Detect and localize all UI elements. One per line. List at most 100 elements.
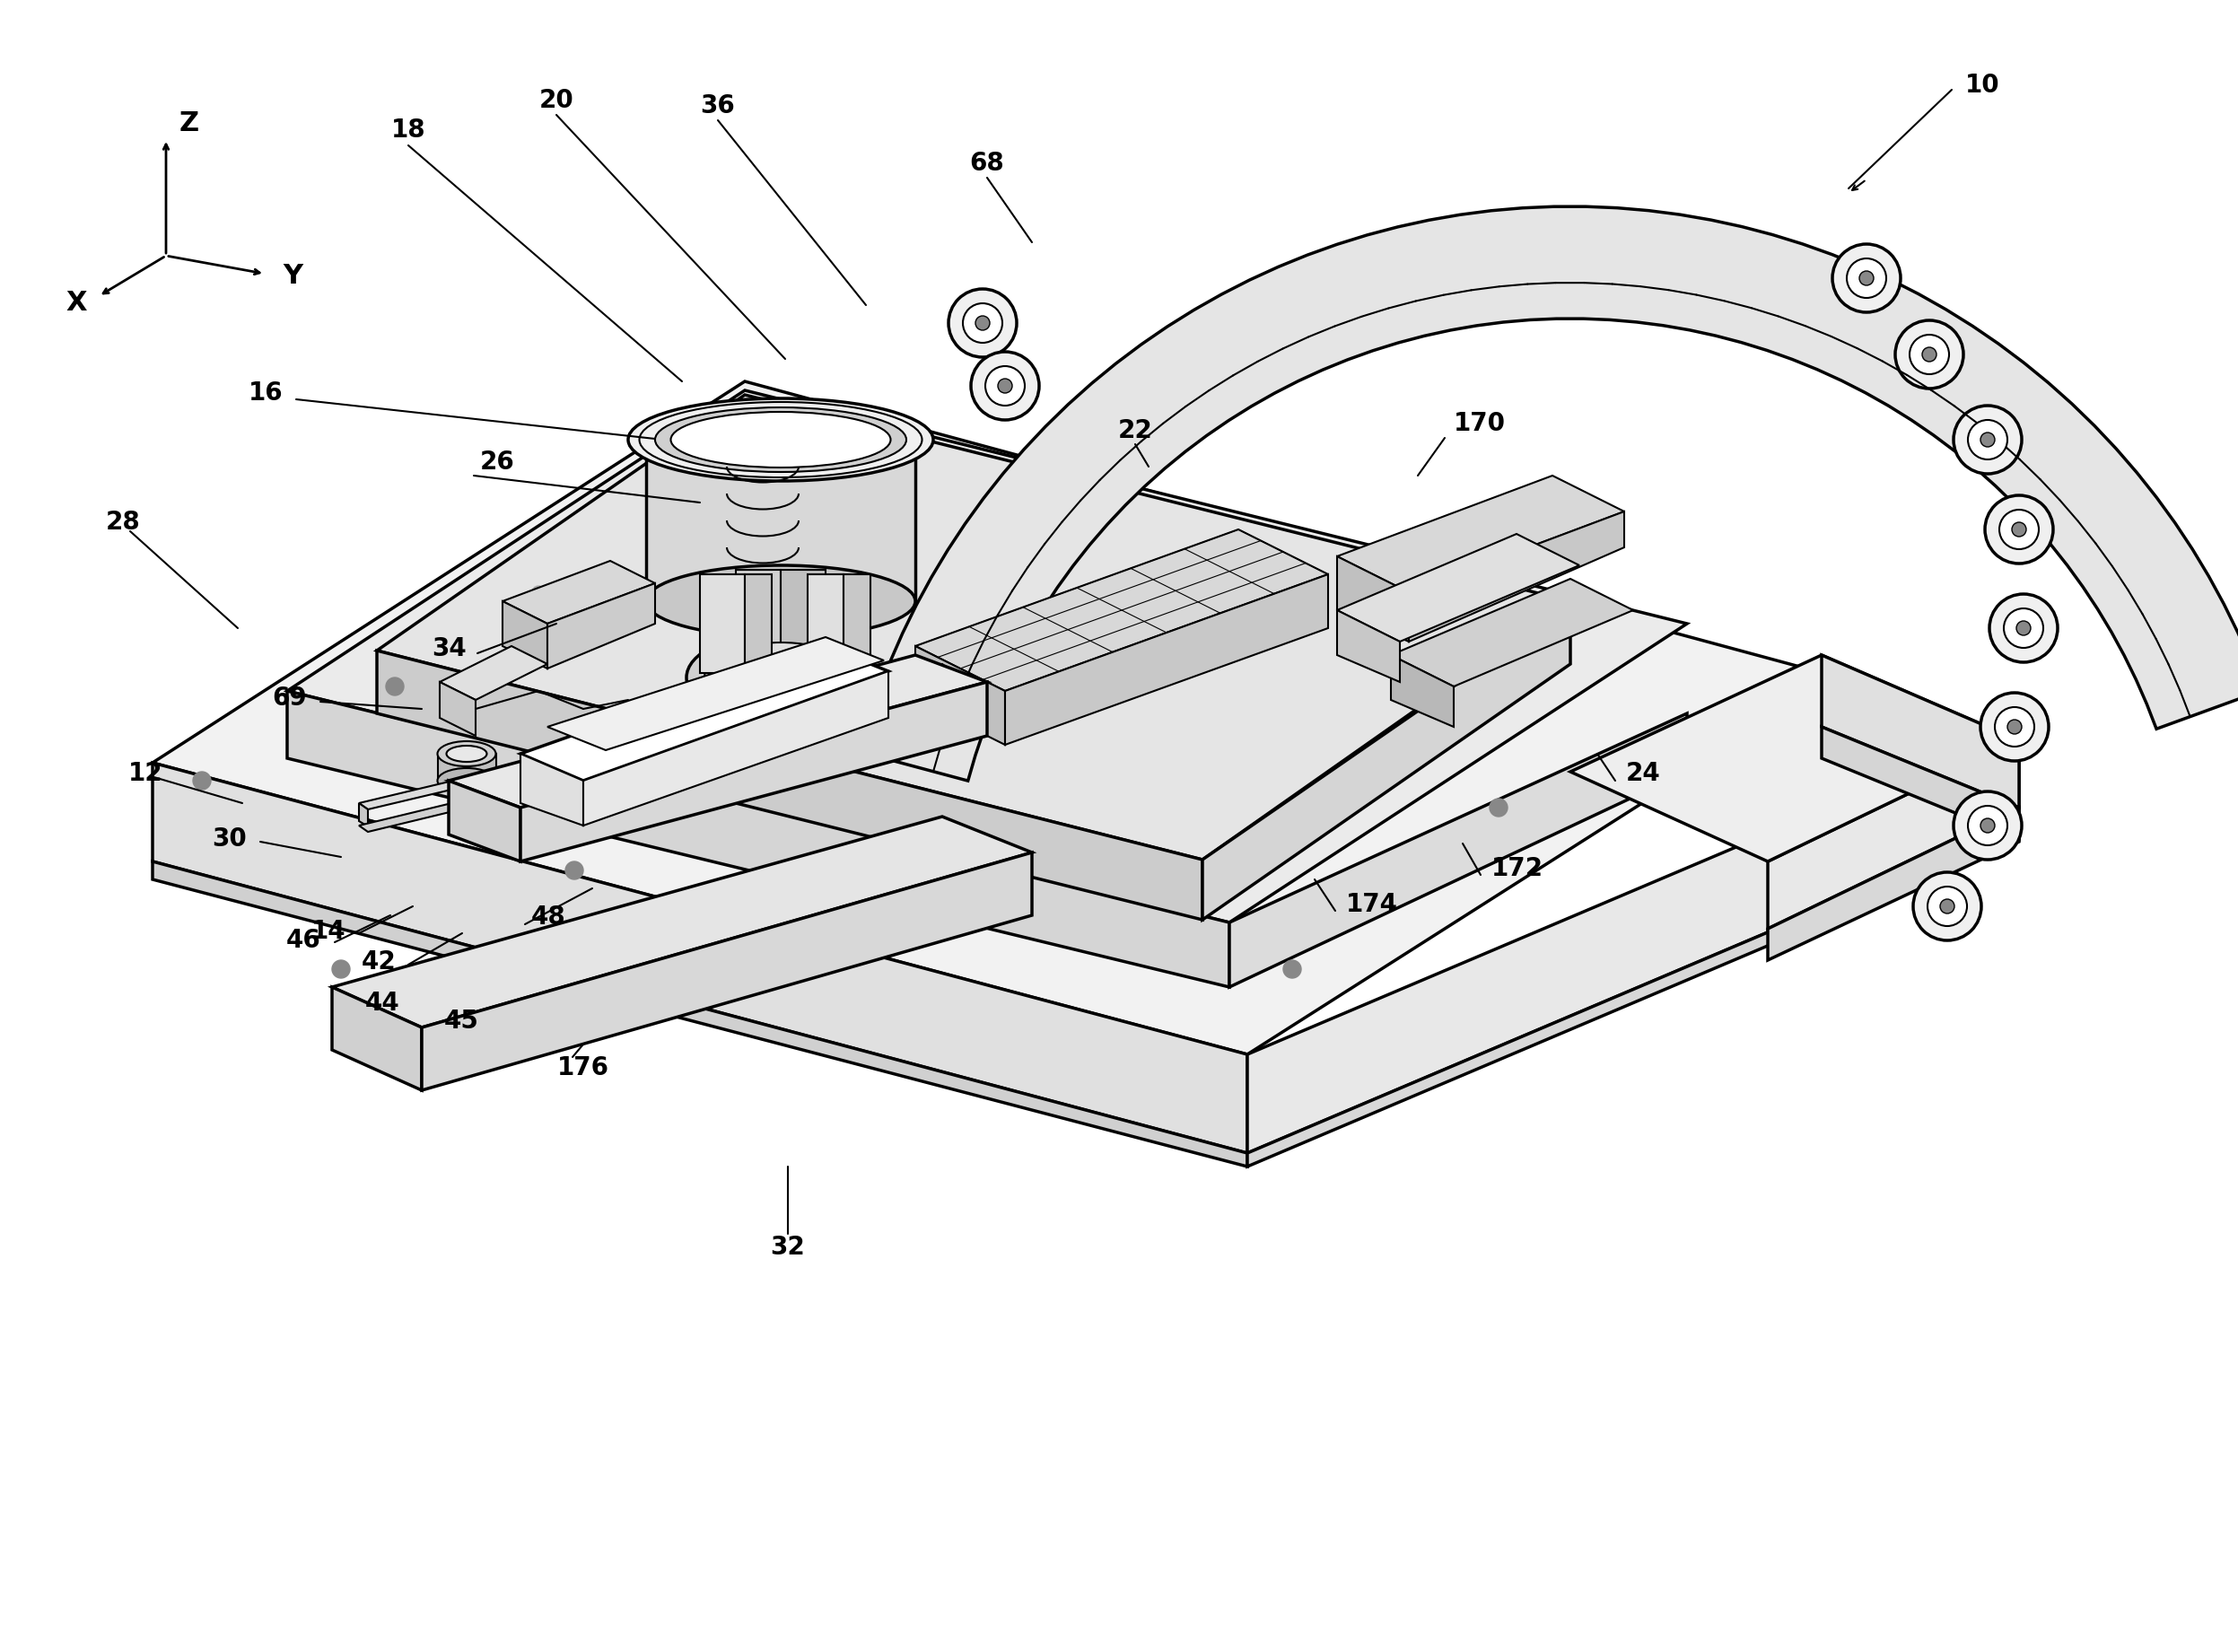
Ellipse shape <box>436 742 497 767</box>
Polygon shape <box>448 656 987 808</box>
Text: 16: 16 <box>248 380 282 406</box>
Polygon shape <box>421 852 1032 1090</box>
Circle shape <box>1860 271 1873 286</box>
Polygon shape <box>504 560 656 624</box>
Text: 46: 46 <box>286 928 322 953</box>
Circle shape <box>1967 420 2007 459</box>
Text: 28: 28 <box>105 510 141 535</box>
Ellipse shape <box>445 745 488 762</box>
Polygon shape <box>152 861 1247 1166</box>
Polygon shape <box>548 638 884 750</box>
Polygon shape <box>358 803 367 826</box>
Polygon shape <box>358 664 951 809</box>
Circle shape <box>1846 258 1887 297</box>
Circle shape <box>192 771 210 790</box>
Polygon shape <box>448 781 521 861</box>
Polygon shape <box>521 682 987 861</box>
Circle shape <box>694 514 707 527</box>
Circle shape <box>962 304 1003 342</box>
Circle shape <box>1491 798 1508 816</box>
Circle shape <box>1050 659 1068 677</box>
Text: Y: Y <box>282 263 302 289</box>
Polygon shape <box>1768 808 2019 960</box>
Circle shape <box>949 289 1016 357</box>
Text: 24: 24 <box>1627 762 1661 786</box>
Text: 172: 172 <box>1491 856 1544 881</box>
Circle shape <box>2003 608 2043 648</box>
Circle shape <box>1922 347 1936 362</box>
Circle shape <box>976 316 989 330</box>
Polygon shape <box>915 529 1327 691</box>
Polygon shape <box>1410 512 1625 641</box>
Polygon shape <box>1336 557 1410 641</box>
Ellipse shape <box>671 411 891 468</box>
Circle shape <box>1994 707 2034 747</box>
Circle shape <box>1954 406 2021 474</box>
Circle shape <box>855 443 868 454</box>
Text: X: X <box>65 289 87 316</box>
Polygon shape <box>439 753 497 781</box>
Text: Z: Z <box>179 111 199 135</box>
Polygon shape <box>504 601 548 669</box>
Text: 30: 30 <box>213 826 246 851</box>
Text: 174: 174 <box>1345 892 1399 917</box>
Polygon shape <box>647 439 915 601</box>
Ellipse shape <box>705 643 857 712</box>
Text: 12: 12 <box>128 762 163 786</box>
Polygon shape <box>745 575 772 672</box>
Circle shape <box>1833 244 1900 312</box>
Text: 44: 44 <box>365 991 398 1016</box>
Polygon shape <box>1247 803 1840 1153</box>
Circle shape <box>1282 960 1300 978</box>
Circle shape <box>1985 496 2052 563</box>
Polygon shape <box>1768 740 2019 928</box>
Polygon shape <box>521 753 584 826</box>
Circle shape <box>533 586 544 598</box>
Text: 69: 69 <box>273 686 307 710</box>
Polygon shape <box>1247 902 1840 1166</box>
Polygon shape <box>286 691 1229 988</box>
Polygon shape <box>439 646 548 700</box>
Polygon shape <box>915 646 1005 745</box>
Text: 14: 14 <box>311 919 345 943</box>
Circle shape <box>1909 335 1949 375</box>
Text: 22: 22 <box>1117 418 1153 443</box>
Text: 42: 42 <box>360 950 396 975</box>
Ellipse shape <box>436 768 497 793</box>
Text: 48: 48 <box>530 905 566 930</box>
Polygon shape <box>1336 534 1580 641</box>
Polygon shape <box>1822 727 2019 839</box>
Ellipse shape <box>687 669 875 758</box>
Text: 36: 36 <box>700 93 736 119</box>
Circle shape <box>1981 692 2048 762</box>
Text: 45: 45 <box>443 1009 479 1034</box>
Polygon shape <box>1390 578 1634 687</box>
Polygon shape <box>331 816 1032 1028</box>
Polygon shape <box>1005 575 1327 745</box>
Polygon shape <box>687 677 875 714</box>
Circle shape <box>998 378 1012 393</box>
Polygon shape <box>754 709 808 735</box>
Circle shape <box>1913 872 1981 940</box>
Text: 34: 34 <box>432 636 468 661</box>
Circle shape <box>1927 887 1967 927</box>
Polygon shape <box>700 575 745 672</box>
Polygon shape <box>1822 656 2019 808</box>
Circle shape <box>2012 522 2025 537</box>
Ellipse shape <box>687 633 875 722</box>
Text: 32: 32 <box>770 1234 806 1260</box>
Polygon shape <box>376 395 1571 859</box>
Polygon shape <box>439 682 477 735</box>
Ellipse shape <box>647 403 915 476</box>
Circle shape <box>1954 791 2021 859</box>
Polygon shape <box>152 763 1247 1153</box>
Polygon shape <box>859 206 2238 781</box>
Polygon shape <box>152 382 1840 1054</box>
Polygon shape <box>1571 656 2019 861</box>
Polygon shape <box>548 583 656 669</box>
Polygon shape <box>521 646 888 781</box>
Circle shape <box>1967 806 2007 846</box>
Polygon shape <box>1390 656 1455 727</box>
Circle shape <box>871 481 888 497</box>
Circle shape <box>2007 720 2021 733</box>
